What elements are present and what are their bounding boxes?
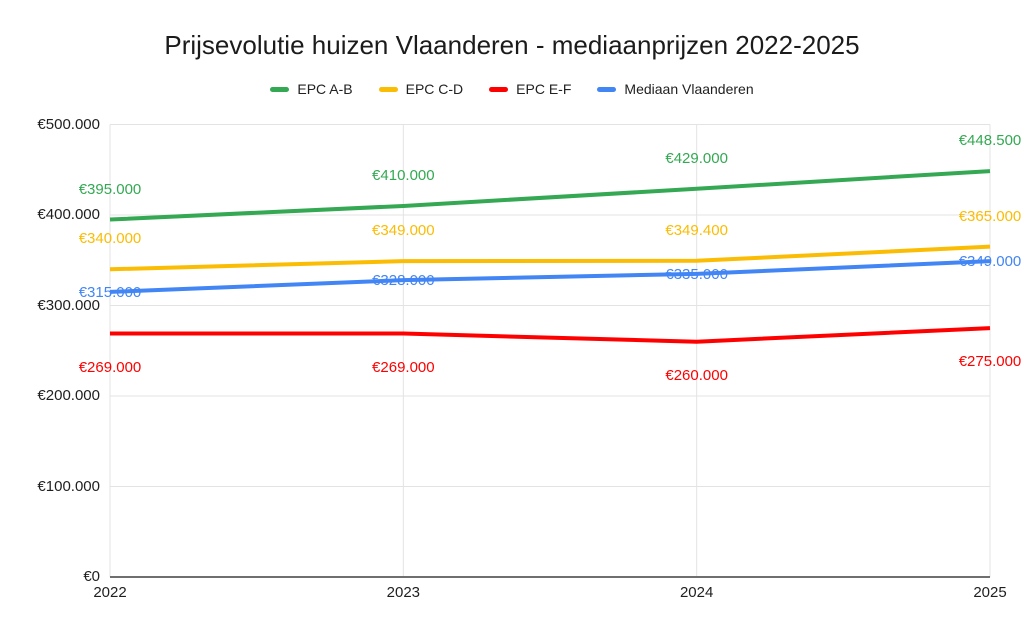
series-line-epc-a-b [109, 169, 991, 222]
data-label: €395.000 [78, 180, 142, 198]
x-axis-label: 2023 [386, 584, 421, 601]
legend-item-label: Mediaan Vlaanderen [624, 81, 754, 97]
y-axis-label: €500.000 [37, 115, 100, 133]
data-label: €349.400 [665, 221, 728, 239]
data-label: €365.000 [958, 207, 1022, 225]
legend-item-epc-c-d: EPC C-D [378, 80, 464, 98]
data-label: €260.000 [665, 366, 728, 384]
data-label: €410.000 [372, 166, 435, 184]
y-axis-label: €300.000 [37, 296, 100, 314]
y-axis-label: €400.000 [37, 206, 100, 223]
data-label: €315.000 [78, 283, 142, 301]
x-axis-label: 2025 [973, 584, 1007, 601]
legend-item-epc-e-f: EPC E-F [489, 80, 571, 98]
y-axis-label: €0 [83, 568, 100, 585]
chart-title: Prijsevolutie huizen Vlaanderen - mediaa… [164, 30, 860, 60]
y-axis-label: €100.000 [37, 477, 100, 495]
chart-legend: EPC A-B EPC C-D EPC E-F Mediaan Vlaanderen [0, 79, 1024, 99]
data-label: €275.000 [958, 353, 1022, 371]
x-axis-label: 2022 [93, 584, 127, 601]
data-label: €429.000 [665, 149, 728, 167]
data-label: €340.000 [78, 230, 142, 248]
series-line-epc-c-d [109, 244, 991, 272]
legend-item-label: EPC E-F [516, 81, 572, 97]
data-label: €328.000 [372, 272, 435, 290]
y-axis-label: €200.000 [37, 387, 100, 404]
data-label: €349.000 [372, 222, 435, 240]
data-label: €335.000 [665, 265, 728, 283]
legend-swatch-icon [378, 86, 398, 92]
legend-swatch-icon [597, 86, 617, 92]
data-label: €269.000 [372, 358, 435, 376]
x-axis-label: 2024 [679, 584, 714, 601]
legend-swatch-icon [489, 86, 509, 92]
data-label: €269.000 [78, 358, 142, 376]
legend-item-label: EPC C-D [405, 81, 464, 97]
series-line-mediaan-vlaanderen [109, 259, 991, 294]
legend-item-label: EPC A-B [297, 81, 353, 97]
legend-item-mediaan-vlaanderen: Mediaan Vlaanderen [597, 80, 754, 98]
legend-swatch-icon [270, 86, 290, 92]
data-label: €349.000 [958, 253, 1022, 271]
series-line-epc-e-f [110, 326, 991, 344]
legend-item-epc-a-b: EPC A-B [270, 80, 353, 98]
data-label: €448.500 [958, 132, 1022, 150]
